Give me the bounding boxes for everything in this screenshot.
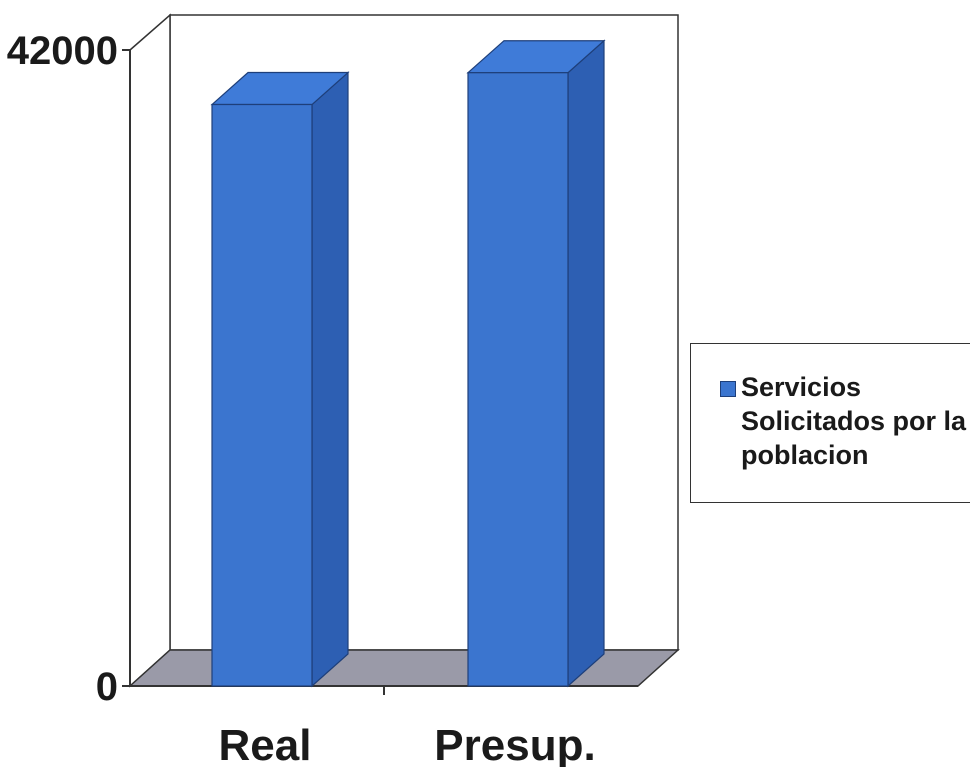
bar-front-face (467, 72, 569, 687)
bar-group (210, 39, 606, 688)
category-label-presup: Presup. (434, 721, 595, 767)
bar-presup (466, 39, 606, 688)
chart-legend: Servicios Solicitados por la poblacion (690, 343, 970, 503)
bar-side-face (567, 39, 605, 688)
bar-real (210, 71, 350, 688)
chart-side-wall (129, 13, 171, 688)
legend-swatch (720, 381, 736, 397)
y-tick-label-max: 42000 (7, 29, 118, 73)
bar-side-face (311, 71, 349, 688)
category-label-real: Real (219, 721, 312, 767)
bar-front-face (211, 103, 313, 687)
legend-label: Servicios Solicitados por la poblacion (741, 372, 967, 470)
y-tick-label-min: 0 (96, 665, 118, 709)
